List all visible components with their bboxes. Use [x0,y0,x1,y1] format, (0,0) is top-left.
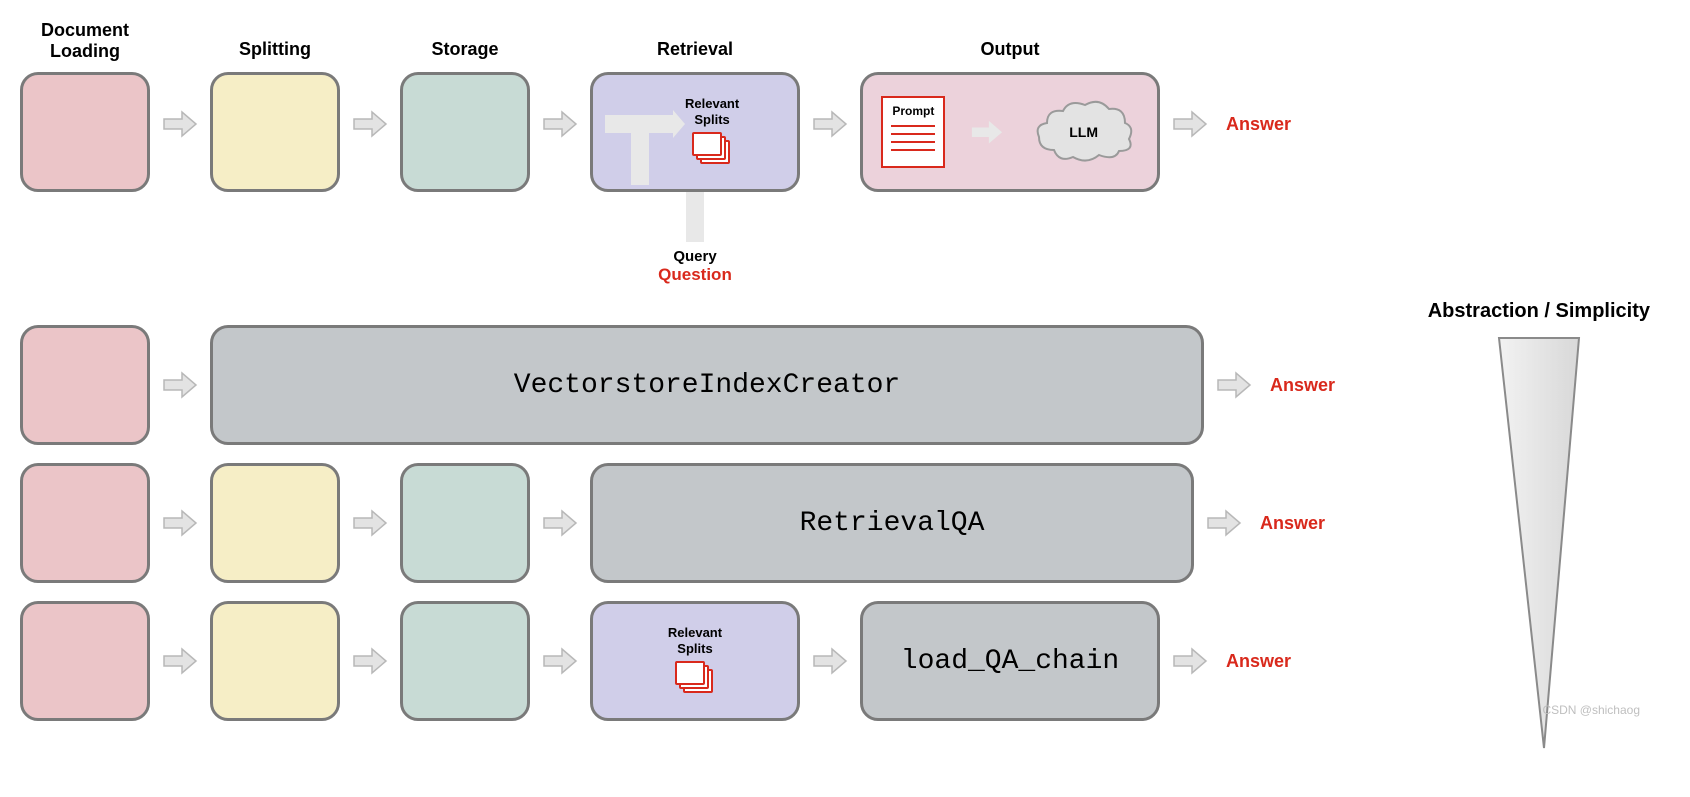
box-storage [400,72,530,192]
arrow-icon [542,110,578,138]
diagram-container: Document Loading Splitting Storage Retri… [20,20,1670,721]
box-storage-r4 [400,601,530,721]
documents-icon [675,661,715,697]
answer-label: Answer [1226,114,1291,135]
box-loading-r3 [20,463,150,583]
answer-label: Answer [1226,651,1291,672]
relevant-splits-label: Relevant Splits [668,625,722,656]
header-output: Output [981,20,1040,64]
arrow-icon [162,509,198,537]
loadqa-label: load_QA_chain [901,646,1119,677]
vectorstore-label: VectorstoreIndexCreator [514,370,900,401]
arrow-icon [1172,110,1208,138]
stage-loading: Document Loading [20,20,150,192]
header-retrieval: Retrieval [657,20,733,64]
stage-output: Output Prompt LLM [860,20,1160,192]
llm-label: LLM [1069,124,1098,140]
arrow-icon [1172,647,1208,675]
retrievalqa-label: RetrievalQA [800,508,985,539]
abstraction-panel: Abstraction / Simplicity [1428,300,1650,753]
box-loading-r2 [20,325,150,445]
header-splitting: Splitting [239,20,311,64]
abstraction-label: Abstraction / Simplicity [1428,300,1650,323]
box-splitting-r3 [210,463,340,583]
box-vectorstore: VectorstoreIndexCreator [210,325,1204,445]
header-loading: Document Loading [41,20,129,64]
answer-1: Answer [1220,20,1291,184]
stage-splitting: Splitting [210,20,340,192]
arrow-1 [150,20,210,184]
relevant-splits-label: Relevant Splits [685,96,739,127]
prompt-label: Prompt [889,104,937,118]
box-loadqa: load_QA_chain [860,601,1160,721]
header-storage: Storage [431,20,498,64]
arrow-icon [1216,371,1252,399]
arrow-icon [352,110,388,138]
query-stem: Query Question [658,186,732,285]
answer-label: Answer [1270,375,1335,396]
arrow-2 [340,20,400,184]
stage-retrieval: Retrieval Relevant Splits [590,20,800,285]
arrow-icon [162,371,198,399]
answer-label: Answer [1260,513,1325,534]
box-retrieval-r4: Relevant Splits [590,601,800,721]
arrow-icon [542,647,578,675]
triangle-icon [1494,333,1584,753]
arrow-icon [162,110,198,138]
box-loading-r4 [20,601,150,721]
documents-icon [692,132,732,168]
arrow-icon [352,647,388,675]
arrow-5 [1160,20,1220,184]
box-splitting-r4 [210,601,340,721]
arrow-icon [970,119,1004,145]
prompt-icon: Prompt [881,96,945,168]
box-splitting [210,72,340,192]
arrow-icon [542,509,578,537]
pipeline-row: Document Loading Splitting Storage Retri… [20,20,1670,285]
row-vectorstore: VectorstoreIndexCreator Answer [20,325,1670,445]
watermark: CSDN @shichaog [1542,703,1640,717]
arrow-icon [812,647,848,675]
arrow-4 [800,20,860,184]
arrow-icon [812,110,848,138]
box-output: Prompt LLM [860,72,1160,192]
t-arrow-icon [605,97,675,167]
llm-cloud-icon: LLM [1029,95,1139,169]
box-loading [20,72,150,192]
arrow-3 [530,20,590,184]
stage-storage: Storage [400,20,530,192]
row-retrievalqa: RetrievalQA Answer [20,463,1670,583]
box-retrieval: Relevant Splits [590,72,800,192]
row-loadqa: Relevant Splits load_QA_chain Answer [20,601,1670,721]
query-label: Query [673,248,716,265]
question-label: Question [658,265,732,285]
box-storage-r3 [400,463,530,583]
arrow-icon [352,509,388,537]
box-retrievalqa: RetrievalQA [590,463,1194,583]
arrow-icon [162,647,198,675]
arrow-icon [1206,509,1242,537]
